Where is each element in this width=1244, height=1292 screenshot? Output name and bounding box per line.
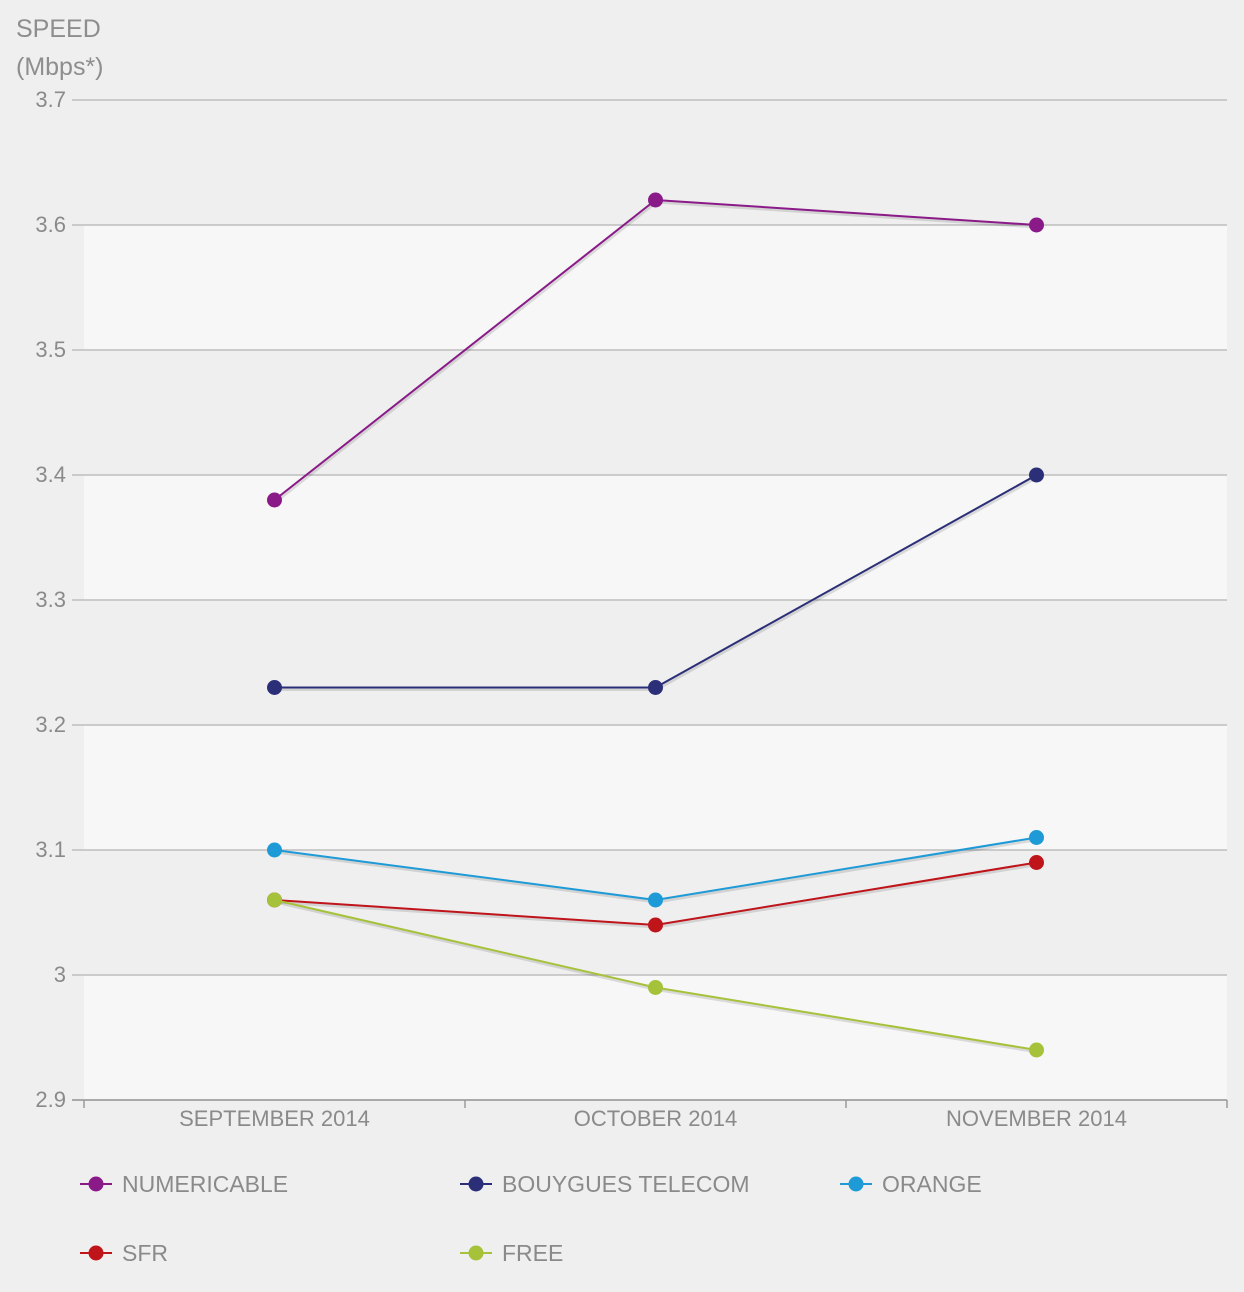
legend-marker	[468, 1176, 484, 1192]
data-point	[267, 492, 282, 508]
y-tick-label: 3.7	[35, 87, 66, 112]
y-tick-label: 3.3	[35, 587, 66, 612]
y-tick-labels: 2.9 3 3.1 3.2 3.3 3.4 3.5 3.6 3.7	[35, 87, 66, 1112]
data-point	[1029, 1042, 1044, 1058]
data-point	[267, 892, 282, 908]
y-tick-label: 3.2	[35, 712, 66, 737]
data-point	[648, 680, 663, 695]
legend-label: ORANGE	[882, 1171, 982, 1197]
data-point	[648, 980, 663, 995]
x-tick-label: OCTOBER 2014	[574, 1106, 737, 1131]
plot-band	[84, 850, 1227, 975]
y-tick-label: 3.1	[35, 837, 66, 862]
legend-marker	[88, 1176, 104, 1192]
legend: NUMERICABLE BOUYGUES TELECOM ORANGE SFR FREE	[80, 1171, 982, 1266]
legend-marker	[468, 1245, 484, 1261]
data-point	[1029, 855, 1044, 870]
data-point	[648, 917, 663, 933]
y-tick-label: 3.6	[35, 212, 66, 237]
data-point	[267, 680, 282, 695]
x-axis	[72, 1099, 1228, 1108]
plot-band	[84, 600, 1227, 725]
y-tick-label: 3.5	[35, 337, 66, 362]
legend-label: SFR	[122, 1240, 168, 1266]
y-axis-title-line-1: SPEED	[16, 15, 101, 43]
y-tick-label: 2.9	[35, 1087, 66, 1112]
plot-band	[84, 475, 1227, 600]
plot-band	[84, 725, 1227, 850]
legend-label: BOUYGUES TELECOM	[502, 1171, 750, 1197]
y-tick-label: 3.4	[35, 462, 66, 487]
plot-band	[84, 225, 1227, 350]
x-tick-label: SEPTEMBER 2014	[179, 1106, 370, 1131]
x-tick-labels: SEPTEMBER 2014 OCTOBER 2014 NOVEMBER 2014	[179, 1106, 1127, 1131]
data-point	[648, 892, 663, 908]
data-point	[1029, 830, 1044, 845]
data-point	[648, 192, 663, 208]
data-point	[1029, 217, 1044, 233]
legend-label: FREE	[502, 1240, 563, 1266]
x-tick-label: NOVEMBER 2014	[946, 1106, 1127, 1131]
plot-band	[84, 975, 1227, 1100]
y-tick-label: 3	[54, 962, 66, 987]
legend-label: NUMERICABLE	[122, 1171, 288, 1197]
plot-band	[84, 350, 1227, 475]
legend-marker	[88, 1245, 104, 1261]
data-point	[1029, 467, 1044, 483]
data-point	[267, 842, 282, 858]
series-group	[267, 192, 1044, 1058]
y-axis-title-line-2: (Mbps*)	[16, 53, 104, 81]
legend-marker	[848, 1176, 864, 1192]
